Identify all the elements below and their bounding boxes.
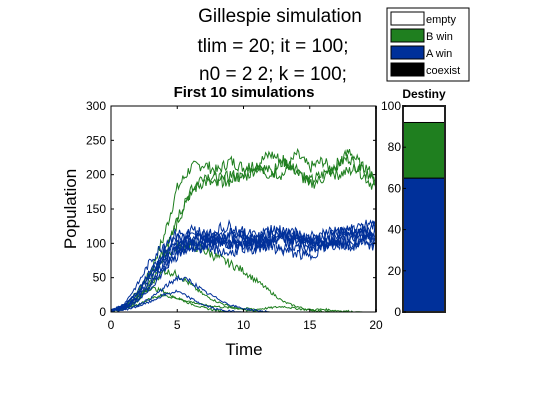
legend-item-b-win: B win <box>390 28 453 43</box>
legend-item-coexist: coexist <box>390 62 460 77</box>
y-tick-label: 300 <box>86 99 106 113</box>
destiny-tick-label: 100 <box>381 99 401 113</box>
legend-label-a-win: A win <box>426 48 452 60</box>
x-tick-label: 15 <box>303 318 317 332</box>
series-line-a-14 <box>110 220 377 311</box>
figure-title-line-1: Gillespie simulation <box>198 6 362 27</box>
destiny-tick-label: 20 <box>388 264 402 278</box>
x-tick-label: 0 <box>108 318 115 332</box>
legend-item-a-win: A win <box>390 45 452 60</box>
y-tick-label: 250 <box>86 133 106 147</box>
series-line-b-1 <box>110 147 377 312</box>
destiny-stacked-bar: Destiny 0 20 40 60 80 100 <box>381 87 446 319</box>
series-line-a-15 <box>110 235 377 312</box>
destiny-segment-b-win <box>402 121 446 179</box>
legend-item-empty: empty <box>390 11 456 26</box>
destiny-tick-label: 40 <box>388 223 402 237</box>
destiny-segment-a-win <box>402 177 446 313</box>
legend: empty B win A win coexist <box>386 7 470 82</box>
legend-label-b-win: B win <box>426 31 453 43</box>
y-axis-label: Population <box>61 169 80 249</box>
y-tick-label: 100 <box>86 236 106 250</box>
x-axis-label: Time <box>225 340 262 359</box>
y-tick-label: 150 <box>86 202 106 216</box>
legend-swatch-a-win <box>390 45 425 60</box>
destiny-axis-ticks: 0 20 40 60 80 100 <box>381 99 406 319</box>
destiny-tick-label: 60 <box>388 181 402 195</box>
legend-label-coexist: coexist <box>426 65 460 77</box>
legend-swatch-b-win <box>390 28 425 43</box>
population-line-chart: First 10 simulations 0 5 10 15 2005010015020… <box>61 84 383 359</box>
legend-swatch-empty <box>390 11 425 26</box>
destiny-frame <box>402 105 446 313</box>
destiny-segments <box>402 105 446 313</box>
legend-label-empty: empty <box>426 14 456 26</box>
x-tick-label: 10 <box>237 318 251 332</box>
destiny-tick-label: 80 <box>388 140 402 154</box>
destiny-title: Destiny <box>402 87 446 101</box>
destiny-segment-empty <box>402 105 446 123</box>
line-chart-title: First 10 simulations <box>174 84 315 101</box>
destiny-tick-label: 0 <box>394 305 401 319</box>
figure-title-line-3: n0 = 2 2; k = 100; <box>199 64 347 85</box>
series-line-a-10 <box>110 224 377 312</box>
y-tick-label: 0 <box>99 305 106 319</box>
x-tick-label: 5 <box>174 318 181 332</box>
y-tick-label: 200 <box>86 168 106 182</box>
legend-swatch-coexist <box>390 62 425 77</box>
x-tick-label: 20 <box>369 318 383 332</box>
y-tick-label: 50 <box>93 271 107 285</box>
figure-title-line-2: tlim = 20; it = 100; <box>197 36 348 57</box>
